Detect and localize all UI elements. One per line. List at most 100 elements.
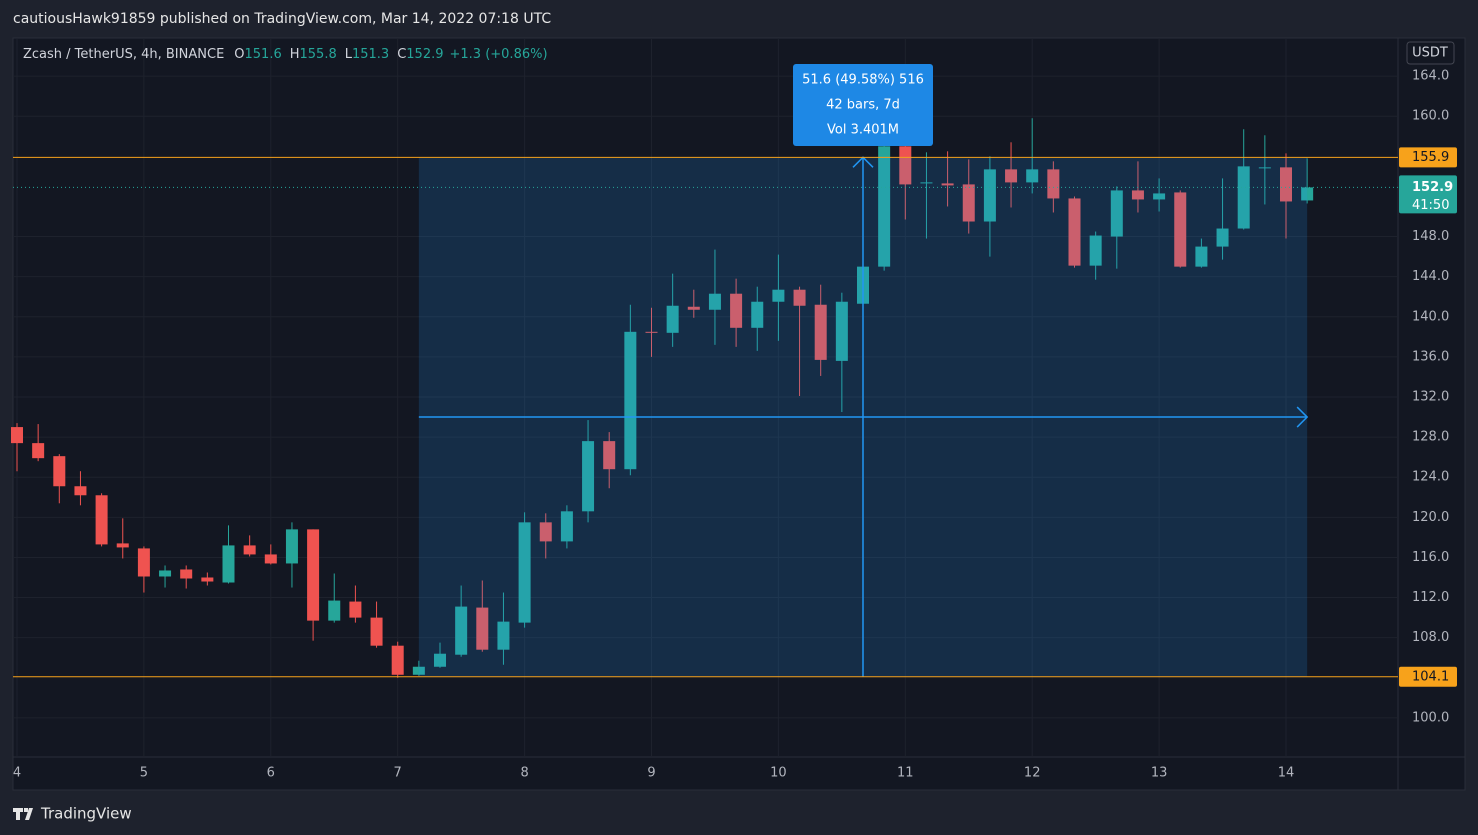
- candle-body: [1237, 166, 1250, 229]
- y-tick-label: 112.0: [1412, 590, 1449, 605]
- candle-body: [1110, 190, 1123, 237]
- x-tick-label: 13: [1151, 766, 1168, 781]
- candle-body: [1153, 193, 1166, 200]
- candle-body: [962, 184, 975, 222]
- candle-body: [264, 554, 277, 564]
- candle-body: [518, 522, 531, 623]
- candle-body: [1089, 235, 1102, 266]
- x-tick-label: 6: [267, 766, 275, 781]
- candle-body: [730, 293, 743, 328]
- y-tick-label: 160.0: [1412, 109, 1449, 124]
- price-label-bg: [1399, 147, 1457, 168]
- chart-panel: [12, 37, 1466, 791]
- measure-text: 51.6 (49.58%) 516: [802, 73, 924, 88]
- x-tick-label: 9: [647, 766, 655, 781]
- candle-body: [1005, 169, 1018, 183]
- candle-body: [349, 601, 362, 618]
- price-label-bg: [1399, 666, 1457, 687]
- last-price-bg: [1399, 175, 1457, 214]
- currency[interactable]: USDT: [1412, 46, 1448, 61]
- x-tick-label: 5: [140, 766, 148, 781]
- candle-body: [201, 577, 214, 582]
- candle-body: [1258, 167, 1271, 169]
- y-tick-label: 140.0: [1412, 309, 1449, 324]
- candle-body: [391, 645, 404, 675]
- candle-body: [1216, 228, 1229, 247]
- candle-body: [666, 305, 679, 333]
- candle-body: [1174, 192, 1187, 267]
- candle-body: [645, 331, 658, 333]
- candle-body: [772, 289, 785, 302]
- price-label: 155.9: [1412, 150, 1449, 165]
- y-tick-label: 128.0: [1412, 430, 1449, 445]
- y-tick-label: 132.0: [1412, 389, 1449, 404]
- candle-body: [603, 441, 616, 470]
- ohlc-value: 152.9: [406, 47, 443, 62]
- candle-body: [285, 529, 298, 564]
- candle-body: [476, 607, 489, 650]
- x-tick-label: 10: [770, 766, 787, 781]
- candle-body: [307, 529, 320, 621]
- candle-body: [920, 182, 933, 184]
- y-tick-label: 148.0: [1412, 229, 1449, 244]
- x-tick-label: 4: [13, 766, 21, 781]
- candle-body: [137, 548, 150, 577]
- candle-body: [455, 606, 468, 655]
- candle-body: [243, 545, 256, 555]
- measure-text: 42 bars, 7d: [826, 98, 900, 113]
- candle-body: [941, 183, 954, 186]
- y-tick-label: 124.0: [1412, 470, 1449, 485]
- ohlc-value: 151.3: [352, 47, 389, 62]
- y-tick-label: 144.0: [1412, 269, 1449, 284]
- candle-body: [434, 653, 446, 667]
- candle-body: [32, 443, 45, 459]
- candle-body: [539, 522, 552, 542]
- candle-body: [1026, 169, 1039, 183]
- candle-body: [793, 289, 806, 306]
- logo: [13, 808, 33, 820]
- y-tick-label: 120.0: [1412, 510, 1449, 525]
- change: +1.3 (+0.86%): [450, 47, 548, 62]
- arrow-head: [1296, 406, 1309, 428]
- ohlc-label: C: [397, 47, 406, 62]
- candle-body: [328, 600, 341, 621]
- measure-text: Vol 3.401M: [827, 123, 899, 138]
- candle-body: [560, 511, 573, 542]
- ohlc-value: 155.8: [300, 47, 337, 62]
- x-tick-label: 12: [1024, 766, 1041, 781]
- symbol: Zcash / TetherUS, 4h, BINANCE: [23, 47, 224, 62]
- y-tick-label: 136.0: [1412, 349, 1449, 364]
- publisher: cautiousHawk91859 published on TradingVi…: [13, 11, 551, 27]
- x-tick-label: 8: [520, 766, 528, 781]
- y-tick-label: 116.0: [1412, 550, 1449, 565]
- candle-body: [624, 331, 637, 470]
- x-tick-label: 11: [897, 766, 914, 781]
- candle-body: [370, 617, 383, 646]
- currency-box[interactable]: [1406, 41, 1455, 65]
- candle-body: [899, 146, 912, 185]
- candle-body: [222, 545, 235, 583]
- measure-tooltip: [793, 64, 933, 146]
- candle-body: [1280, 167, 1292, 202]
- ohlc-label: H: [290, 47, 300, 62]
- candle-body: [497, 621, 510, 650]
- candle-body: [687, 306, 700, 310]
- candle-body: [95, 495, 108, 545]
- y-tick-label: 100.0: [1412, 710, 1449, 725]
- x-tick-label: 7: [394, 766, 402, 781]
- candle-body: [53, 456, 66, 487]
- legend: Zcash / TetherUS, 4h, BINANCE O151.6 H155.…: [23, 47, 548, 62]
- brand[interactable]: TradingView: [40, 805, 132, 823]
- y-tick-label: 108.0: [1412, 630, 1449, 645]
- candle-body: [1301, 187, 1314, 201]
- candle-body: [1068, 198, 1081, 266]
- ohlc-label: O: [234, 47, 244, 62]
- x-tick-label: 14: [1278, 766, 1295, 781]
- candle-body: [983, 169, 996, 222]
- candle-body: [412, 666, 425, 675]
- plot: 51.6 (49.58%) 516 42 bars, 7d Vol 3.401M: [11, 38, 1398, 757]
- y-tick-label: 164.0: [1412, 69, 1449, 84]
- candle-body: [1195, 246, 1208, 267]
